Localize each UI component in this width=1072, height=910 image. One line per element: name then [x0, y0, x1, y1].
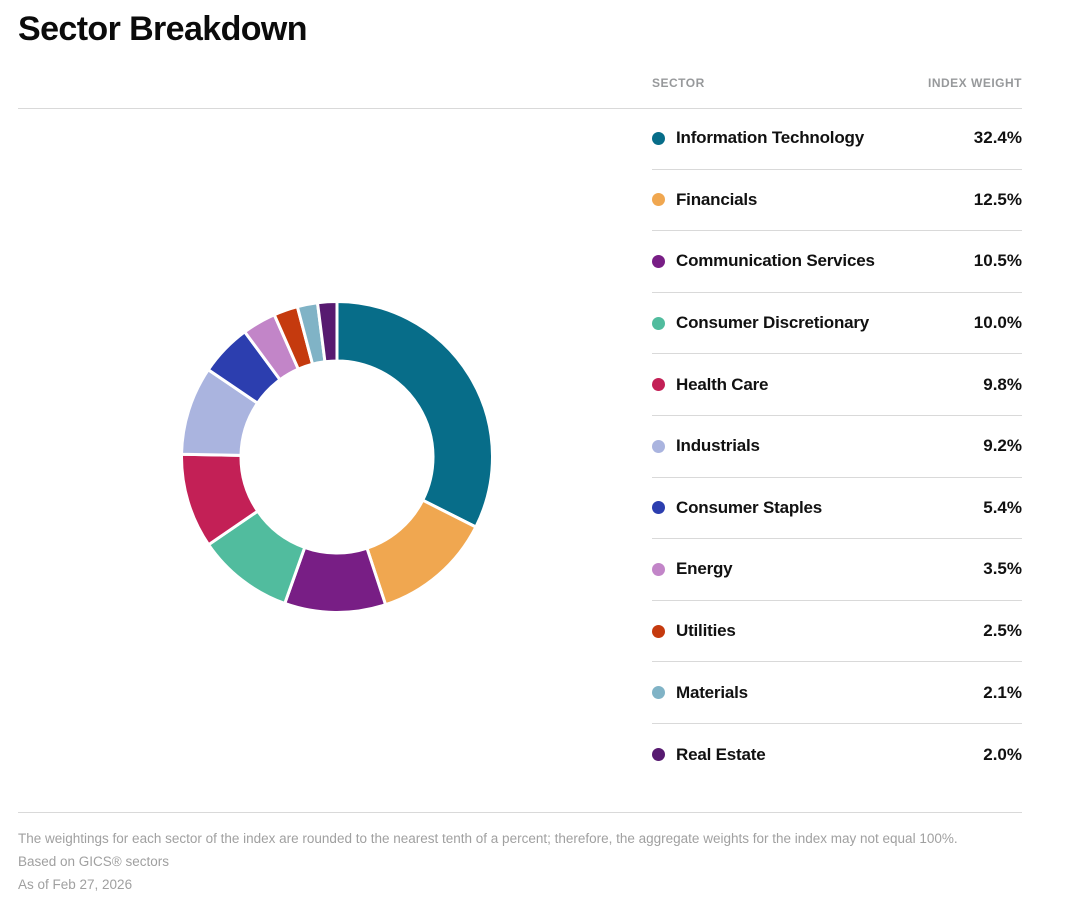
sector-cell: Industrials: [652, 436, 760, 456]
sector-color-dot: [652, 501, 665, 515]
sector-table: Information Technology 32.4% Financials 12.…: [652, 108, 1022, 786]
sector-weight: 10.5%: [973, 251, 1022, 271]
sector-color-dot: [652, 562, 665, 576]
sector-color-dot: [652, 686, 665, 700]
donut-chart-svg: [180, 300, 494, 614]
sector-cell: Health Care: [652, 375, 768, 395]
sector-cell: Utilities: [652, 621, 736, 641]
table-header: SECTOR INDEX WEIGHT: [652, 76, 1022, 90]
sector-label: Information Technology: [676, 128, 864, 148]
sector-label: Energy: [676, 559, 733, 579]
table-row: Energy 3.5%: [652, 539, 1022, 601]
sector-weight: 10.0%: [973, 313, 1022, 333]
sector-label: Financials: [676, 189, 758, 209]
sector-color-dot: [652, 439, 665, 453]
sector-color-dot: [652, 254, 665, 268]
sector-label: Communication Services: [676, 251, 875, 271]
sector-cell: Consumer Staples: [652, 498, 822, 518]
sector-weight: 5.4%: [983, 497, 1022, 517]
sector-weight: 2.1%: [983, 682, 1022, 702]
sector-weight: 9.2%: [983, 436, 1022, 456]
sector-label: Health Care: [676, 374, 769, 394]
sector-cell: Energy: [652, 559, 733, 579]
table-row: Materials 2.1%: [652, 662, 1022, 724]
table-row: Real Estate 2.0%: [652, 724, 1022, 786]
sector-cell: Financials: [652, 190, 757, 210]
sector-weight: 12.5%: [973, 189, 1022, 209]
sector-color-dot: [652, 316, 665, 330]
sector-label: Consumer Staples: [676, 497, 823, 517]
donut-slice-real-estate: [315, 300, 339, 364]
sector-cell: Real Estate: [652, 744, 766, 765]
sector-weight: 2.0%: [983, 744, 1022, 764]
page-title: Sector Breakdown: [18, 10, 308, 48]
sector-cell: Communication Services: [652, 251, 875, 271]
table-row: Information Technology 32.4%: [652, 108, 1022, 170]
sector-color-dot: [652, 624, 665, 638]
sector-color-dot: [652, 748, 665, 762]
sector-color-dot: [652, 131, 665, 145]
sector-donut-chart: [176, 296, 498, 618]
table-row: Utilities 2.5%: [652, 601, 1022, 663]
sector-cell: Information Technology: [652, 128, 864, 148]
table-row: Communication Services 10.5%: [652, 231, 1022, 293]
footnotes: The weightings for each sector of the in…: [18, 827, 1022, 896]
sector-label: Utilities: [676, 621, 736, 641]
sector-weight: 32.4%: [973, 128, 1022, 148]
column-header-index-weight: INDEX WEIGHT: [927, 76, 1022, 90]
table-row: Industrials 9.2%: [652, 416, 1022, 478]
header-divider: [18, 108, 1022, 109]
column-header-sector: SECTOR: [652, 76, 705, 90]
footnote-line: As of Feb 27, 2026: [18, 877, 133, 892]
sector-cell: Consumer Discretionary: [652, 313, 869, 333]
table-row: Health Care 9.8%: [652, 354, 1022, 416]
footnote-line: The weightings for each sector of the in…: [18, 831, 958, 846]
footer-divider: [18, 812, 1022, 813]
footnote-line: Based on GICS® sectors: [18, 854, 170, 869]
table-row: Consumer Discretionary 10.0%: [652, 293, 1022, 355]
sector-cell: Materials: [652, 683, 748, 703]
sector-label: Materials: [676, 682, 748, 702]
sector-color-dot: [652, 378, 665, 392]
sector-label: Real Estate: [676, 744, 766, 764]
donut-slice-information-technology: [335, 300, 494, 529]
sector-weight: 3.5%: [983, 559, 1022, 579]
table-row: Consumer Staples 5.4%: [652, 478, 1022, 540]
table-row: Financials 12.5%: [652, 170, 1022, 232]
sector-weight: 9.8%: [983, 374, 1022, 394]
sector-label: Consumer Discretionary: [676, 313, 870, 333]
sector-label: Industrials: [676, 436, 760, 456]
sector-weight: 2.5%: [983, 621, 1022, 641]
sector-color-dot: [652, 193, 665, 207]
